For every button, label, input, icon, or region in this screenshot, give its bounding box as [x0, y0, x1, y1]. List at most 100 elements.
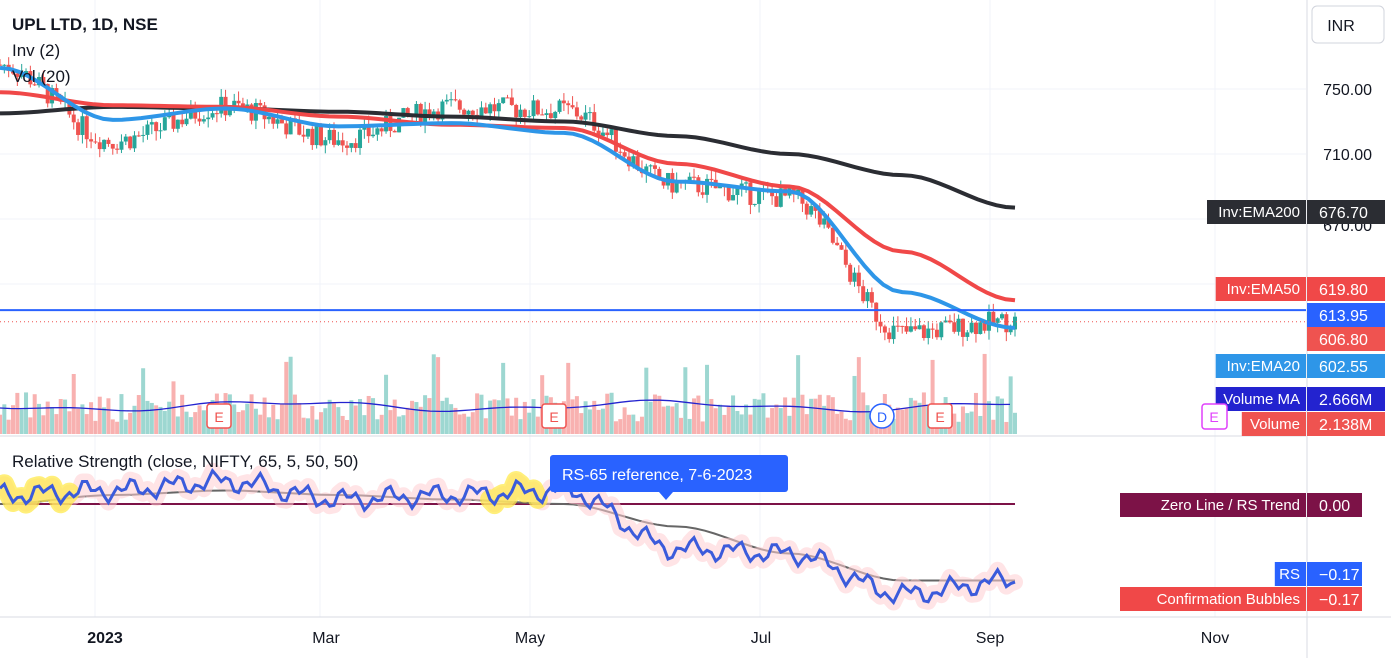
volume-bar	[969, 411, 974, 434]
event-marker[interactable]: E	[541, 403, 567, 429]
volume-bar	[245, 403, 250, 434]
candle-body	[518, 109, 523, 118]
event-marker[interactable]: E	[927, 403, 953, 429]
candle-body	[509, 97, 514, 105]
volume-bar	[345, 419, 350, 434]
volume-bar	[379, 414, 384, 434]
volume-bar	[384, 374, 389, 434]
volume-bar	[796, 355, 801, 434]
volume-bar	[514, 397, 519, 434]
volume-bar	[770, 408, 775, 434]
event-marker-label: D	[877, 409, 887, 425]
candle-body	[687, 176, 692, 181]
volume-bar	[318, 412, 323, 434]
volume-bar	[457, 414, 462, 434]
price-label-name: Volume MA	[1223, 391, 1300, 408]
currency-button[interactable]	[1311, 5, 1385, 44]
rs-line	[0, 467, 1016, 606]
candle-body	[184, 118, 189, 125]
rs-title[interactable]: Relative Strength (close, NIFTY, 65, 5, …	[12, 452, 358, 471]
candle-body	[15, 73, 20, 77]
candle-body	[201, 119, 206, 122]
rs-label-value: 0.00	[1319, 498, 1350, 515]
volume-bar	[327, 399, 332, 434]
candle-body	[414, 103, 419, 116]
volume-bar	[635, 421, 640, 434]
volume-bar	[804, 414, 809, 434]
candle-body	[809, 206, 814, 215]
candle-body	[848, 264, 853, 282]
volume-bar	[314, 419, 319, 434]
candle-body	[947, 320, 952, 323]
rs-annotation[interactable]: RS-65 reference, 7-6-2023	[550, 455, 788, 500]
candle-body	[2, 64, 7, 66]
volume-bar	[236, 411, 241, 434]
volume-bar	[375, 419, 380, 434]
candle-body	[11, 70, 16, 74]
volume-bar	[275, 419, 280, 434]
candle-body	[700, 192, 705, 195]
rs-label-value-box	[1307, 587, 1362, 611]
volume-bar	[305, 418, 310, 434]
candle-body	[718, 185, 723, 189]
candle-body	[353, 143, 358, 149]
candle-body	[297, 120, 302, 135]
volume-bar	[648, 401, 653, 434]
candle-body	[440, 101, 445, 120]
volume-bar	[1013, 412, 1017, 434]
volume-bar	[973, 392, 978, 434]
volume-bar	[240, 410, 245, 434]
volume-bar	[353, 405, 358, 434]
volume-bar	[271, 404, 276, 434]
volume-bar	[566, 362, 571, 434]
candle-body	[349, 143, 354, 148]
volume-bar	[986, 401, 991, 434]
volume-bar	[323, 408, 328, 434]
volume-bar	[54, 414, 59, 434]
volume-bar	[431, 354, 436, 434]
volume-bar	[908, 397, 913, 434]
volume-bar	[705, 364, 710, 434]
price-label-value: 676.70	[1319, 205, 1368, 222]
price-label-value: 619.80	[1319, 282, 1368, 299]
volume-bar	[700, 421, 705, 434]
volume-bar	[488, 400, 493, 434]
candle-body	[366, 124, 371, 137]
volume-bar	[631, 414, 636, 434]
candle-body	[865, 292, 870, 302]
event-marker[interactable]: E	[206, 403, 232, 429]
volume-bar	[744, 404, 749, 434]
candle-body	[522, 109, 527, 117]
volume-bar	[626, 414, 631, 434]
volume-bar	[713, 408, 718, 434]
chart-title: UPL LTD, 1D, NSE	[12, 15, 158, 34]
indicator-inv[interactable]: Inv (2)	[12, 41, 60, 60]
price-label-name: Inv:EMA20	[1227, 358, 1300, 375]
candle-body	[318, 126, 323, 146]
volume-bar	[852, 375, 857, 434]
price-label-value: 606.80	[1319, 332, 1368, 349]
candle-body	[466, 110, 471, 115]
event-marker[interactable]: D	[869, 403, 895, 429]
volume-bar	[0, 414, 2, 434]
volume-bar	[587, 409, 592, 434]
indicator-vol[interactable]: Vol (20)	[12, 67, 71, 86]
candle-body	[336, 140, 341, 145]
candle-body	[878, 321, 883, 327]
candle-body	[631, 156, 636, 167]
candle-body	[457, 100, 462, 110]
ghost-e-marker[interactable]: E	[1201, 403, 1228, 430]
candle-body	[514, 104, 519, 118]
volume-bar	[405, 407, 410, 434]
volume-bar	[999, 398, 1004, 434]
candle-body	[115, 148, 120, 150]
price-label-name-box	[1215, 354, 1306, 378]
volume-bar	[423, 395, 428, 434]
volume-bar	[154, 405, 159, 434]
volume-bar	[279, 403, 284, 434]
volume-bar	[978, 415, 983, 434]
volume-bar	[583, 401, 588, 434]
